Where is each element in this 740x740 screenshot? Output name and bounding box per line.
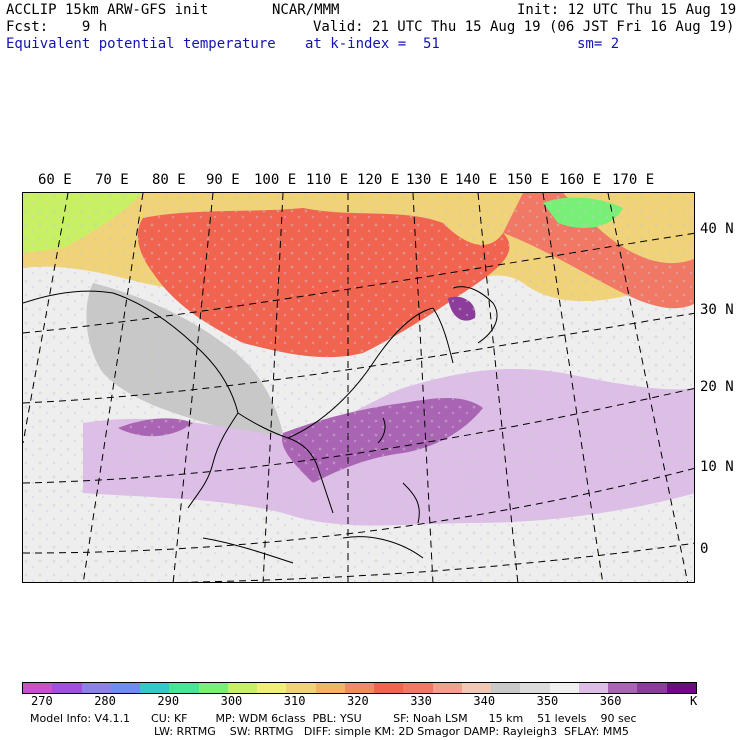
model-info-line2: LW: RRTMG SW: RRTMG DIFF: simple KM: 2D … — [154, 725, 629, 738]
colorbar-tick-label: 320 — [347, 694, 369, 708]
colorbar-tick-label: 340 — [473, 694, 496, 708]
colorbar-tick-label: 350 — [536, 694, 559, 708]
colorbar-swatch — [637, 683, 667, 693]
lon-label: 100 E — [254, 172, 297, 188]
weather-map — [22, 192, 695, 583]
lat-label: 40 N — [700, 221, 734, 237]
colorbar-swatch — [432, 683, 462, 693]
colorbar-swatch — [81, 683, 111, 693]
colorbar-swatch — [344, 683, 374, 693]
colorbar-swatch — [578, 683, 608, 693]
colorbar-tick-label: 280 — [94, 694, 116, 708]
colorbar-swatch — [666, 683, 696, 693]
field-name: Equivalent potential temperature — [6, 36, 276, 52]
lon-label: 160 E — [559, 172, 602, 188]
colorbar-tick-label: 360 — [599, 694, 622, 708]
lat-label: 20 N — [700, 379, 734, 395]
colorbar-swatch — [198, 683, 228, 693]
lon-label: 60 E — [38, 172, 72, 188]
lon-label: 140 E — [455, 172, 498, 188]
colorbar — [22, 682, 697, 694]
colorbar-swatch — [461, 683, 491, 693]
lon-label: 70 E — [95, 172, 129, 188]
lon-label: 90 E — [206, 172, 240, 188]
colorbar-swatch — [140, 683, 170, 693]
colorbar-swatch — [110, 683, 140, 693]
level-index: at k-index = 51 — [305, 36, 440, 52]
colorbar-tick-label: 270 — [31, 694, 53, 708]
smoothing: sm= 2 — [577, 36, 620, 52]
colorbar-tick-label: 330 — [410, 694, 432, 708]
colorbar-swatch — [403, 683, 433, 693]
lon-label: 170 E — [612, 172, 655, 188]
colorbar-tick-label: 290 — [157, 694, 180, 708]
colorbar-tick-label: 310 — [283, 694, 306, 708]
colorbar-swatch — [491, 683, 521, 693]
coastlines — [23, 286, 498, 564]
lat-label: 0 — [700, 541, 709, 557]
institution: NCAR/MMM — [272, 2, 340, 18]
colorbar-swatch — [315, 683, 345, 693]
lat-label: 30 N — [700, 302, 734, 318]
init-time: Init: 12 UTC Thu 15 Aug 19 — [517, 2, 737, 18]
colorbar-unit: K — [690, 694, 698, 708]
colorbar-swatch — [52, 683, 82, 693]
model-title: ACCLIP 15km ARW-GFS init — [6, 2, 209, 18]
model-info-line1: Model Info: V4.1.1 CU: KF MP: WDM 6class… — [30, 712, 637, 725]
lon-label: 110 E — [306, 172, 349, 188]
graticule — [23, 193, 694, 582]
colorbar-swatch — [520, 683, 550, 693]
colorbar-tick-label: 300 — [220, 694, 243, 708]
lon-label: 80 E — [152, 172, 186, 188]
map-svg — [23, 193, 694, 582]
colorbar-swatch — [23, 683, 53, 693]
colorbar-swatch — [286, 683, 316, 693]
lon-label: 130 E — [406, 172, 449, 188]
colorbar-swatch — [549, 683, 579, 693]
colorbar-swatch — [169, 683, 199, 693]
forecast-hour: Fcst: 9 h — [6, 19, 108, 35]
lon-label: 150 E — [507, 172, 550, 188]
lat-label: 10 N — [700, 459, 734, 475]
colorbar-swatch — [608, 683, 638, 693]
colorbar-swatch — [257, 683, 287, 693]
valid-time: Valid: 21 UTC Thu 15 Aug 19 (06 JST Fri … — [313, 19, 735, 35]
colorbar-swatch — [374, 683, 404, 693]
speckle-texture — [23, 193, 694, 582]
colorbar-swatch — [227, 683, 257, 693]
lon-label: 120 E — [357, 172, 400, 188]
